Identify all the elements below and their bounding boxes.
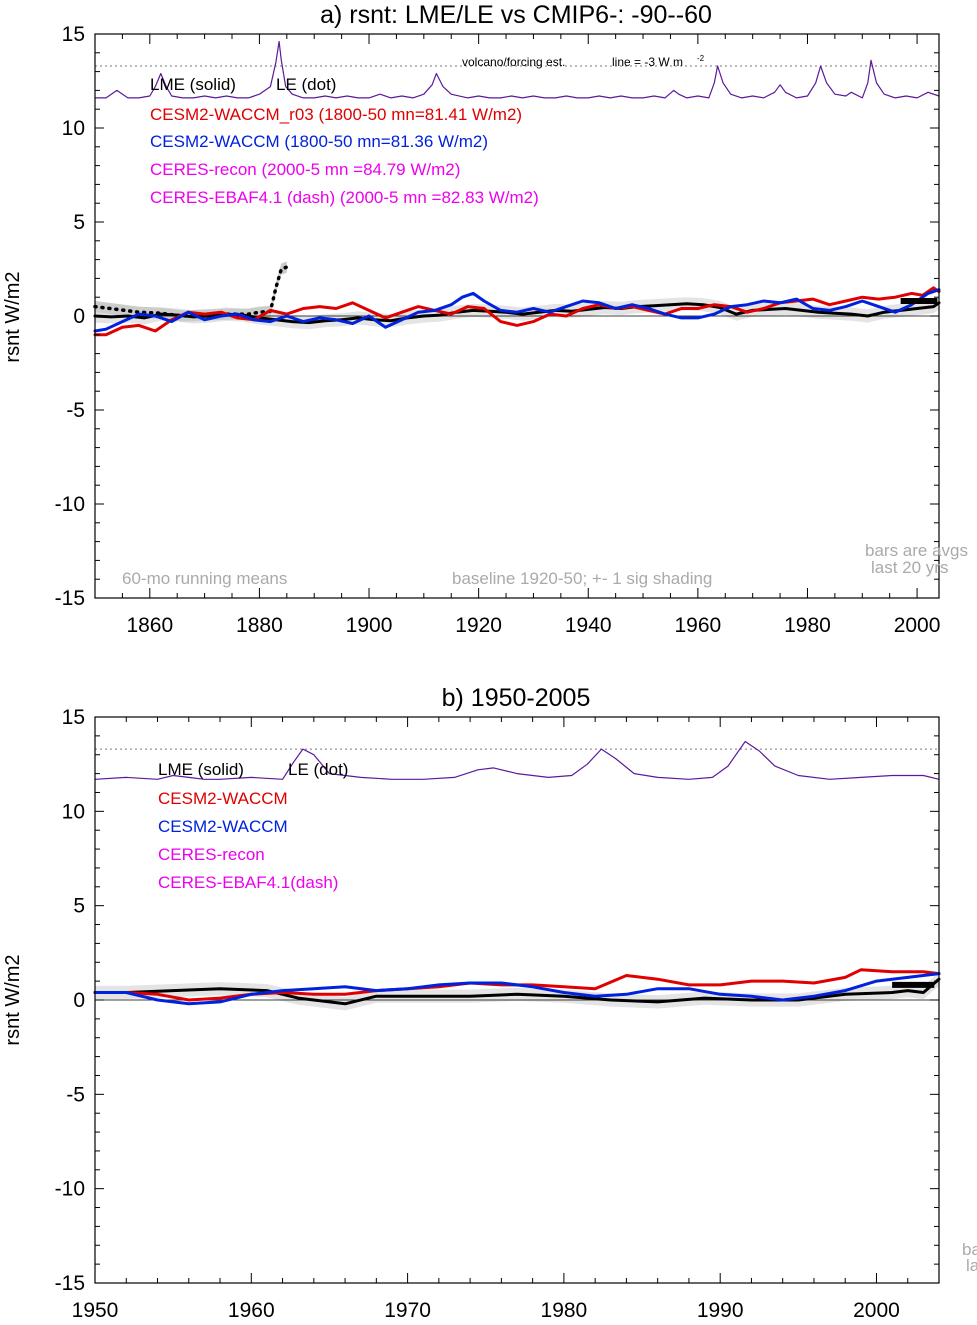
volcano-line-unit-exponent: -2 [697,54,705,63]
le-sigma-shading-band [95,261,287,322]
x-tick-label: 1990 [697,1299,744,1322]
panel-a-axes: -15 -10 -5 0 5 10 15 1860 1880 1900 1920 1940 1960 19… [55,23,941,637]
series-line-0 [94,40,940,99]
panel-b-axes: -15 -10 -5 0 5 10 15 1950 1960 1970 1980 1990 2000 [55,706,940,1322]
series-line-4 [93,288,941,333]
legend-b-cesm2-waccm-blue: CESM2-WACCM [158,817,288,836]
x-tick-label: 1980 [541,1299,588,1322]
y-tick-label: 5 [73,211,85,234]
legend-b-ceres-ebaf: CERES-EBAF4.1(dash) [158,873,338,892]
series-line-3 [93,286,941,337]
y-tick-label: 0 [73,989,85,1012]
panel-b-y-axis-label: rsnt W/m2 [2,954,24,1045]
volcano-line-label: line = -3 W m [612,55,683,69]
y-tick-label: -10 [55,1178,85,1201]
y-tick-label: 10 [62,800,85,823]
y-tick-label: 15 [62,706,85,729]
y-tick-label: 5 [73,895,85,918]
running-means-note: 60-mo running means [122,569,287,588]
legend-le: LE (dot) [276,75,336,94]
x-tick-label: 2000 [853,1299,900,1322]
panel-b-bars-note-line-2: la [966,1256,977,1275]
y-tick-label: 15 [62,23,85,46]
panel-a-y-axis-label: rsnt W/m2 [2,271,24,362]
series-line-3 [93,972,941,1006]
panel-b-sigma-shading [95,972,939,1011]
legend-b-cesm2-waccm-red: CESM2-WACCM [158,789,288,808]
series-line-1 [93,977,941,1006]
y-tick-label: -15 [55,587,85,610]
panel-b: b) 1950-2005 rsnt W/m2 -15 -10 -5 0 5 10 15 195… [2,684,977,1322]
sigma-shading-band [95,972,939,1011]
legend-cesm2-waccm: CESM2-WACCM (1800-50 mn=81.36 W/m2) [150,132,488,151]
x-tick-label: 1880 [236,614,283,637]
panel-a: a) rsnt: LME/LE vs CMIP6-: -90--60 rsnt … [2,1,968,637]
series-line-0 [94,740,940,780]
x-tick-label: 1860 [126,614,173,637]
x-tick-label: 2000 [894,614,941,637]
panel-b-series [93,740,941,1006]
legend-ceres-recon: CERES-recon (2000-5 mn =84.79 W/m2) [150,160,460,179]
x-tick-label: 1900 [346,614,393,637]
y-tick-label: -15 [55,1272,85,1295]
y-tick-label: -5 [66,1083,85,1106]
x-tick-label: 1960 [674,614,721,637]
x-tick-label: 1950 [72,1299,119,1322]
volcano-label: volcano/forcing est. [462,55,565,69]
bars-note-line-2: last 20 yrs [871,558,948,577]
y-tick-label: -10 [55,493,85,516]
legend-lme: LME (solid) [150,75,236,94]
x-tick-label: 1980 [784,614,831,637]
legend-b-ceres-recon: CERES-recon [158,845,265,864]
y-tick-label: 0 [73,305,85,328]
x-tick-label: 1920 [455,614,502,637]
legend-ceres-ebaf: CERES-EBAF4.1 (dash) (2000-5 mn =82.83 W… [150,188,539,207]
panel-a-series [93,40,941,337]
panel-b-bars-note-line-1: ba [962,1240,977,1259]
bars-note-line-1: bars are avgs [865,541,968,560]
legend-b-lme: LME (solid) [158,760,244,779]
panel-a-title: a) rsnt: LME/LE vs CMIP6-: -90--60 [320,1,712,29]
y-tick-label: 10 [62,117,85,140]
x-tick-label: 1960 [228,1299,275,1322]
panel-b-legend: LME (solid) LE (dot) CESM2-WACCM CESM2-W… [158,760,348,892]
legend-b-le: LE (dot) [288,760,348,779]
baseline-note: baseline 1920-50; +- 1 sig shading [452,569,712,588]
y-tick-label: -5 [66,399,85,422]
x-tick-label: 1970 [384,1299,431,1322]
x-tick-label: 1940 [565,614,612,637]
panel-a-legend: LME (solid) LE (dot) CESM2-WACCM_r03 (18… [150,75,539,207]
legend-cesm2-waccm-r03: CESM2-WACCM_r03 (1800-50 mn=81.41 W/m2) [150,105,522,124]
panel-b-title: b) 1950-2005 [442,684,591,712]
